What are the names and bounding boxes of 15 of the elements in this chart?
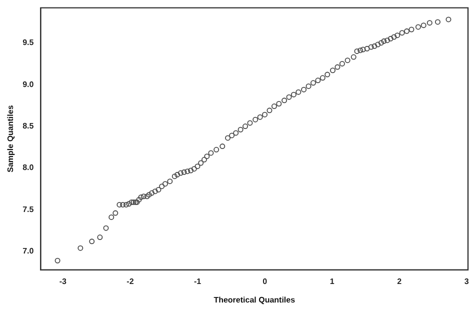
- y-tick-label: 7.5: [22, 204, 34, 214]
- y-tick-label: 8.5: [22, 121, 34, 130]
- y-tick-label: 9.0: [22, 80, 34, 89]
- y-tick-label: 9.5: [22, 38, 34, 48]
- x-tick-label: 3: [464, 276, 470, 286]
- x-tick-label: 2: [397, 276, 402, 286]
- y-tick-label: 7.0: [22, 246, 34, 256]
- y-tick-label: 8.0: [22, 163, 34, 172]
- x-axis-title: Theoretical Quantiles: [214, 295, 296, 304]
- x-tick-label: -3: [59, 276, 68, 286]
- y-axis-title: Sample Quantiles: [6, 104, 16, 172]
- x-tick-label: -1: [194, 276, 202, 286]
- x-tick-label: -2: [126, 276, 134, 286]
- x-tick-label: 1: [330, 276, 335, 286]
- x-tick-label: 0: [262, 276, 268, 286]
